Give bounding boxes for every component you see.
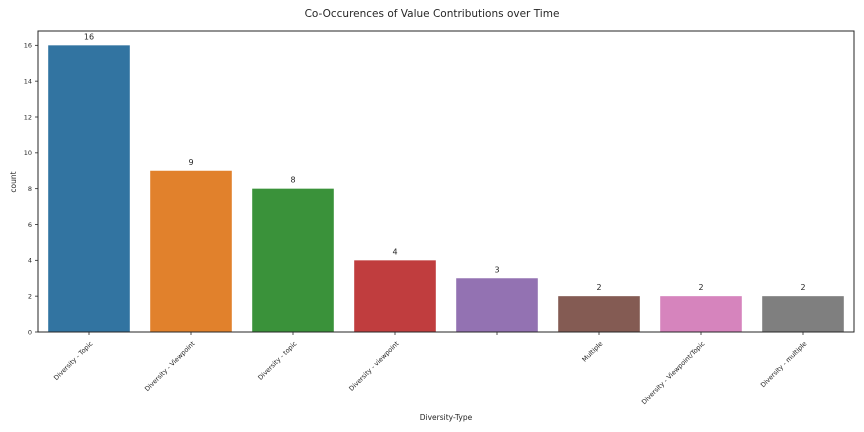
bar-2	[252, 188, 334, 332]
bar-0	[48, 45, 130, 332]
bar-3	[354, 260, 436, 332]
x-axis-ticks: Diversity - Topic Diversity - Viewpoint Di…	[52, 332, 808, 406]
y-tick-label-7: 14	[24, 77, 32, 85]
x-tick-label-2: Diversity - topic	[256, 339, 298, 381]
y-tick-label-6: 12	[24, 113, 32, 121]
y-tick-label-8: 16	[24, 42, 32, 50]
x-axis-label: Diversity-Type	[420, 413, 473, 422]
data-label-5: 2	[596, 283, 601, 292]
data-label-7: 2	[800, 283, 805, 292]
y-tick-label-2: 4	[28, 257, 32, 265]
x-tick-label-7: Diversity - multiple	[759, 340, 808, 389]
data-label-6: 2	[698, 283, 703, 292]
data-labels: 16 9 8 4 3 2 2 2	[84, 32, 806, 292]
y-tick-label-4: 8	[28, 185, 32, 193]
bars-group	[48, 45, 844, 332]
x-tick-label-1: Diversity - Viewpoint	[143, 339, 197, 393]
y-axis-label: count	[9, 171, 18, 192]
data-label-2: 8	[290, 176, 295, 185]
y-tick-label-3: 6	[28, 221, 32, 229]
bar-4	[456, 278, 538, 332]
bar-1	[150, 170, 232, 332]
plot-frame	[37, 30, 855, 333]
bar-6	[660, 296, 742, 332]
bar-7	[762, 296, 844, 332]
x-tick-label-3: Diversity - viewpoint	[347, 339, 400, 392]
y-tick-label-1: 2	[28, 292, 32, 300]
y-tick-label-5: 10	[24, 149, 32, 157]
y-axis-ticks: 0 2 4 6 8 10 12 14 16	[24, 42, 38, 336]
chart-title: Co-Occurences of Value Contributions ove…	[305, 8, 560, 20]
x-tick-label-6: Diversity - Viewpoint/Topic	[640, 339, 707, 406]
y-tick-label-0: 0	[28, 328, 32, 336]
x-tick-label-0: Diversity - Topic	[52, 339, 95, 382]
x-tick-label-5: Multiple	[580, 340, 604, 364]
data-label-0: 16	[84, 32, 94, 41]
data-label-4: 3	[494, 265, 499, 274]
data-label-3: 4	[392, 247, 397, 256]
data-label-1: 9	[188, 158, 193, 167]
bar-5	[558, 296, 640, 332]
